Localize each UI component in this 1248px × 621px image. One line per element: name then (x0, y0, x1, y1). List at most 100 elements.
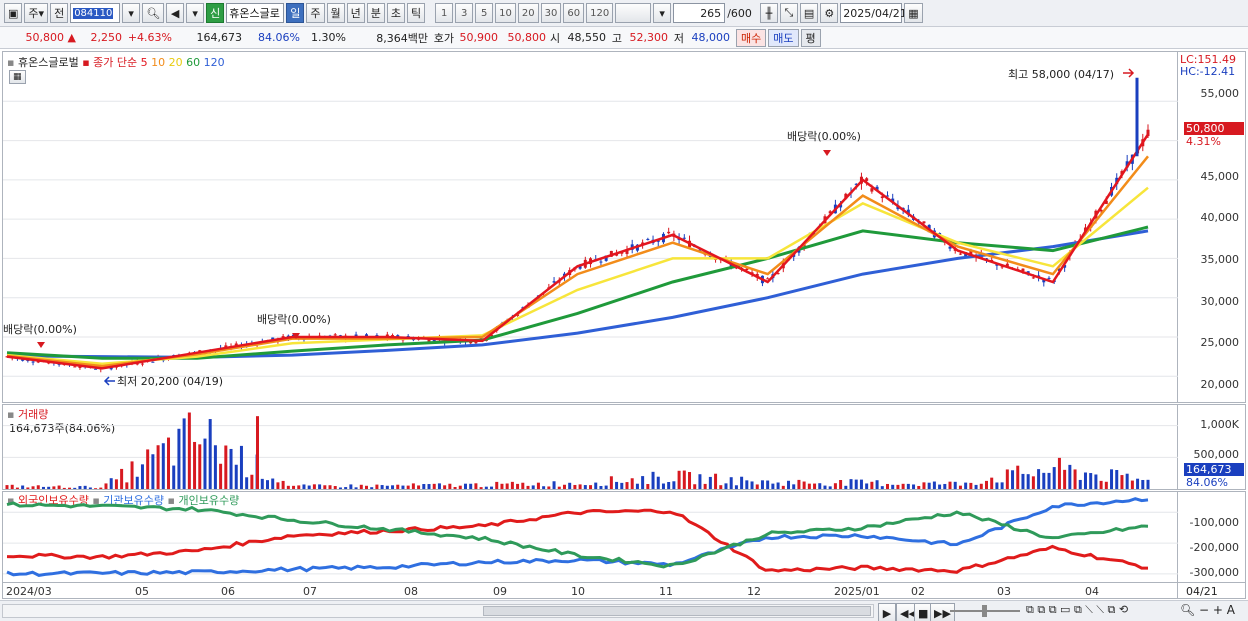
panel-indicator-icon: ▪ (7, 56, 15, 69)
volume-bar (443, 485, 447, 489)
stock-code-input[interactable]: 084110 (70, 3, 121, 23)
interval-custom-input[interactable] (615, 3, 652, 23)
chart-type-icon[interactable]: ╫ (759, 3, 778, 23)
display-icon[interactable]: ▤ (799, 3, 819, 23)
scroll-right-icon[interactable]: ▶ (878, 603, 896, 621)
price-change: 2,250 (90, 31, 123, 44)
volume-bar (854, 479, 858, 489)
volume-bar (547, 486, 551, 489)
volume-bar (891, 484, 895, 489)
interval-30-button[interactable]: 30 (540, 3, 562, 23)
volume-bar (1078, 479, 1082, 489)
volume-bar (245, 477, 249, 489)
volume-bar (167, 437, 171, 489)
volume-panel[interactable]: ▪ 거래량 164,673주(84.06%) (2, 404, 1179, 490)
speaker-dropdown-icon[interactable]: ▾ (186, 3, 205, 23)
period-minute-tab[interactable]: 분 (366, 3, 385, 23)
interval-1-button[interactable]: 1 (435, 3, 454, 23)
volume-bar (1130, 480, 1134, 489)
interval-60-button[interactable]: 60 (563, 3, 585, 23)
volume-bar (885, 483, 889, 489)
candle-body (427, 338, 431, 342)
candle-body (78, 366, 82, 368)
interval-3-button[interactable]: 3 (455, 3, 474, 23)
period-day-tab[interactable]: 일 (286, 3, 305, 23)
volume-bar (203, 438, 207, 489)
settings-gear-icon[interactable]: ⚙ (820, 3, 839, 23)
open-price: 48,550 (567, 31, 607, 44)
period-year-tab[interactable]: 년 (346, 3, 365, 23)
x-label: 11 (659, 585, 673, 598)
panel-indicator-icon: ▪ (7, 494, 15, 507)
volume-bar (490, 486, 494, 489)
window-icon[interactable]: ▣ (4, 3, 23, 23)
dividend-annotation-3: 배당락(0.00%) (787, 130, 861, 143)
volume-bar (521, 482, 525, 489)
volume-bar (359, 484, 363, 489)
up-triangle-icon: ▲ (67, 31, 76, 44)
interval-10-button[interactable]: 10 (495, 3, 516, 23)
chart-toolbar: ▣ 주 ▾ 전 084110 ▾ 🔍︎ ◀ ▾ 신 휴온스글로 일 주 월 년 분… (0, 0, 1248, 27)
period-month-tab[interactable]: 월 (326, 3, 345, 23)
price-chart-panel[interactable]: ▪ 휴온스글로벌 ▪ 종가 단순 5 10 20 60 120 ▦ 최고 58,… (2, 51, 1179, 403)
volume-bar (927, 482, 931, 489)
volume-bar (922, 482, 926, 489)
fast-forward-icon[interactable]: ▶▶ (930, 603, 955, 621)
calendar-icon[interactable]: ▦ (904, 3, 923, 23)
prev-button[interactable]: 전 (50, 3, 69, 23)
date-input[interactable]: 2025/04/21 (840, 3, 907, 23)
interval-dropdown-icon[interactable]: ▾ (653, 3, 672, 23)
volume-bar (338, 487, 342, 489)
search-icon[interactable]: 🔍︎ (142, 3, 165, 23)
market-type-select[interactable]: 주 ▾ (24, 3, 49, 23)
candle-body (885, 195, 889, 197)
zoom-controls[interactable]: 🔍︎ − + A (1180, 603, 1235, 617)
volume-bar (703, 483, 707, 489)
zoom-slider-handle[interactable] (982, 605, 987, 617)
volume-bar (688, 472, 692, 489)
volume-bar (734, 485, 738, 489)
stock-name-field[interactable]: 휴온스글로 (226, 3, 285, 23)
volume-bar (661, 483, 665, 489)
high-price: 52,300 (629, 31, 669, 44)
interval-20-button[interactable]: 20 (517, 3, 539, 23)
volume-bar (1104, 481, 1108, 489)
eval-button[interactable]: 평 (800, 28, 821, 47)
candle-body (682, 237, 686, 239)
scroll-thumb[interactable] (483, 606, 871, 616)
candle-body (1099, 209, 1103, 212)
volume-bar (906, 483, 910, 489)
interval-5-button[interactable]: 5 (475, 3, 494, 23)
volume-bar (1031, 476, 1035, 489)
volume-bar (323, 485, 327, 489)
period-second-tab[interactable]: 초 (386, 3, 406, 23)
holdings-tick: -100,000 (1189, 516, 1239, 529)
period-week-tab[interactable]: 주 (306, 3, 325, 23)
speaker-icon[interactable]: ◀ (166, 3, 185, 23)
high-label: 고 (611, 31, 622, 45)
volume-bar (469, 483, 473, 489)
volume-bar (1026, 474, 1030, 489)
period-tick-tab[interactable]: 틱 (407, 3, 426, 23)
holdings-line-0 (6, 508, 1148, 574)
volume-bar (589, 485, 593, 489)
interval-120-button[interactable]: 120 (586, 3, 614, 23)
layout-icons[interactable]: ⧉ ⧉ ⧉ ▭ ⧉ ⟍ ⟍ ⧉ ⟲ (1026, 603, 1129, 616)
volume-bar (500, 483, 504, 489)
calculator-icon[interactable]: ▦ (9, 70, 26, 84)
volume-bar (57, 485, 61, 489)
holdings-panel[interactable]: ▪ 외국인보유수량 ▪ 기관보유수량 ▪ 개인보유수량 (2, 491, 1179, 583)
x-axis-end-label: 04/21 (1178, 583, 1246, 599)
volume-bar (239, 445, 243, 489)
volume-bar (1005, 469, 1009, 489)
sell-button[interactable]: 매도 (768, 28, 799, 47)
scroll-track[interactable] (2, 604, 874, 618)
bar-count-input[interactable]: 265 (673, 3, 726, 23)
code-dropdown-icon[interactable]: ▾ (122, 3, 141, 23)
volume-bar (839, 480, 843, 489)
buy-button[interactable]: 매수 (736, 28, 767, 47)
draw-tool-icon[interactable]: ⤡ (779, 3, 798, 23)
volume-bar (880, 486, 884, 489)
volume-current-tag: 164,673 (1184, 463, 1244, 476)
current-price-value: 50,800 (25, 31, 65, 44)
